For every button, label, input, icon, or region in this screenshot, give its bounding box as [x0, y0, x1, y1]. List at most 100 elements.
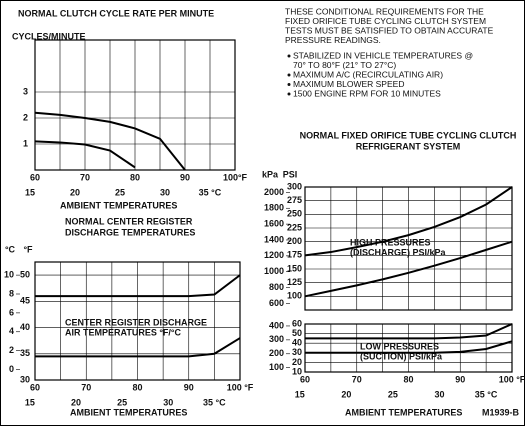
y-tick-label: 200 — [287, 236, 302, 246]
series-line — [34, 140, 136, 169]
figure-id: M1939-B — [482, 407, 520, 417]
chart-title: NORMAL FIXED ORIFICE TUBE CYCLING CLUTCH — [300, 130, 517, 140]
x-tick-label: 90 — [184, 382, 194, 392]
y2-tick-label: 1400 — [264, 234, 284, 244]
x-tick-label: 70 — [352, 374, 362, 384]
y-axis-label: CYCLES/MINUTE — [12, 31, 86, 41]
series-line — [305, 340, 513, 354]
x-axis-label: AMBIENT TEMPERATURES — [345, 407, 462, 417]
series-line — [35, 337, 241, 358]
x2-tick-label: 15 — [295, 389, 305, 399]
y2-tick-label: 600 — [269, 298, 284, 308]
note-line: TESTS MUST BE SATISFIED TO OBTAIN ACCURA… — [285, 25, 494, 35]
y-tick-label: 30 — [20, 374, 30, 384]
x-tick-label: 90 — [455, 374, 465, 384]
y-tick-label: 40 — [20, 322, 30, 332]
y2-tick-label: 300 — [269, 334, 284, 344]
y2-unit: °C — [5, 244, 16, 254]
y2-unit: kPa — [262, 169, 279, 179]
x2-tick-label: 30 — [160, 187, 170, 197]
y2-tick-label: 1600 — [264, 218, 284, 228]
x2-tick-label: 15 — [25, 397, 35, 407]
x-axis-label: AMBIENT TEMPERATURES — [60, 200, 177, 210]
x2-tick-label: 35 °C — [203, 397, 226, 407]
annotation: AIR TEMPERATURES °F/°C — [65, 327, 182, 337]
y2-tick-label: 4 — [9, 326, 14, 336]
y2-tick-label: 1800 — [264, 203, 284, 213]
x-tick-label: 60 — [300, 374, 310, 384]
x-axis-label: AMBIENT TEMPERATURES — [70, 407, 187, 417]
y-tick-label: 20 — [292, 357, 302, 367]
x2-tick-label: 35 °C — [199, 187, 222, 197]
annotation: CENTER REGISTER DISCHARGE — [65, 317, 207, 327]
x2-tick-label: 20 — [71, 397, 81, 407]
y-tick-label: 275 — [287, 195, 302, 205]
y2-tick-label: 1200 — [264, 250, 284, 260]
y-tick-label: 30 — [292, 347, 302, 357]
chart-title: NORMAL CENTER REGISTER — [65, 216, 193, 226]
series-line — [304, 240, 513, 298]
annotation: (DISCHARGE) PSI/kPa — [350, 247, 447, 257]
x-tick-label: 100 °F — [499, 374, 525, 384]
annotation: LOW PRESSURES — [360, 341, 439, 351]
x-tick-label: 100°F — [223, 172, 248, 182]
note-line: PRESSURE READINGS. — [285, 35, 381, 45]
y-tick-label: 50 — [292, 328, 302, 338]
y2-tick-label: 2 — [9, 345, 14, 355]
x-tick-label: 60 — [30, 382, 40, 392]
x-tick-label: 100 °F — [227, 382, 254, 392]
y-unit: PSI — [283, 169, 298, 179]
x2-tick-label: 25 — [388, 389, 398, 399]
x-tick-label: 80 — [132, 382, 142, 392]
y2-tick-label: 800 — [269, 282, 284, 292]
x-tick-label: 80 — [130, 172, 140, 182]
x2-tick-label: 20 — [341, 389, 351, 399]
y-tick-label: 300 — [287, 181, 302, 191]
x-tick-label: 90 — [180, 172, 190, 182]
note-line: 70° TO 80°F (21° TO 27°C) — [293, 60, 396, 70]
note-line: MAXIMUM BLOWER SPEED — [293, 79, 404, 89]
y2-tick-label: 100 — [269, 362, 284, 372]
x2-tick-label: 25 — [115, 187, 125, 197]
y-tick-label: 3 — [23, 86, 28, 96]
x2-tick-label: 30 — [163, 397, 173, 407]
y-unit: °F — [23, 244, 33, 254]
bullet — [287, 54, 291, 58]
x2-tick-label: 30 — [435, 389, 445, 399]
annotation: (SUCTION) PSI/kPa — [360, 351, 443, 361]
y-tick-label: 250 — [287, 209, 302, 219]
annotation: HIGH PRESSURES — [350, 237, 431, 247]
y2-tick-label: 2000 — [264, 187, 284, 197]
y-tick-label: 1 — [23, 138, 28, 148]
y2-tick-label: 200 — [269, 348, 284, 358]
note-line: MAXIMUM A/C (RECIRCULATING AIR) — [293, 69, 443, 79]
chart-title: REFRIGERANT SYSTEM — [356, 141, 461, 151]
chart-title: NORMAL CLUTCH CYCLE RATE PER MINUTE — [18, 8, 214, 18]
y-tick-label: 40 — [292, 338, 302, 348]
y-tick-label: 10 — [292, 366, 302, 376]
x-tick-label: 70 — [81, 382, 91, 392]
series-line — [34, 111, 186, 171]
y-tick-label: 225 — [287, 222, 302, 232]
bullet — [287, 83, 291, 86]
note-line: STABILIZED IN VEHICLE TEMPERATURES @ — [293, 50, 473, 60]
y-tick-label: 2 — [23, 112, 28, 122]
x2-tick-label: 20 — [70, 187, 80, 197]
x2-tick-label: 15 — [25, 187, 35, 197]
y-tick-label: 45 — [20, 296, 30, 306]
bullet — [287, 92, 291, 96]
series-line — [304, 186, 513, 257]
y-tick-label: 150 — [287, 263, 302, 273]
y2-tick-label: 8 — [9, 288, 14, 298]
note-line: 1500 ENGINE RPM FOR 10 MINUTES — [293, 88, 441, 98]
y-tick-label: 100 — [287, 291, 302, 301]
y2-tick-label: 1000 — [264, 266, 284, 276]
chart-title: DISCHARGE TEMPERATURES — [65, 227, 195, 237]
note-line: FIXED ORIFICE TUBE CYCLING CLUTCH SYSTEM — [285, 16, 486, 26]
y2-tick-label: 0 — [9, 364, 14, 374]
series-line — [35, 274, 241, 298]
bullet — [287, 73, 291, 77]
y2-tick-label: 6 — [9, 307, 14, 317]
